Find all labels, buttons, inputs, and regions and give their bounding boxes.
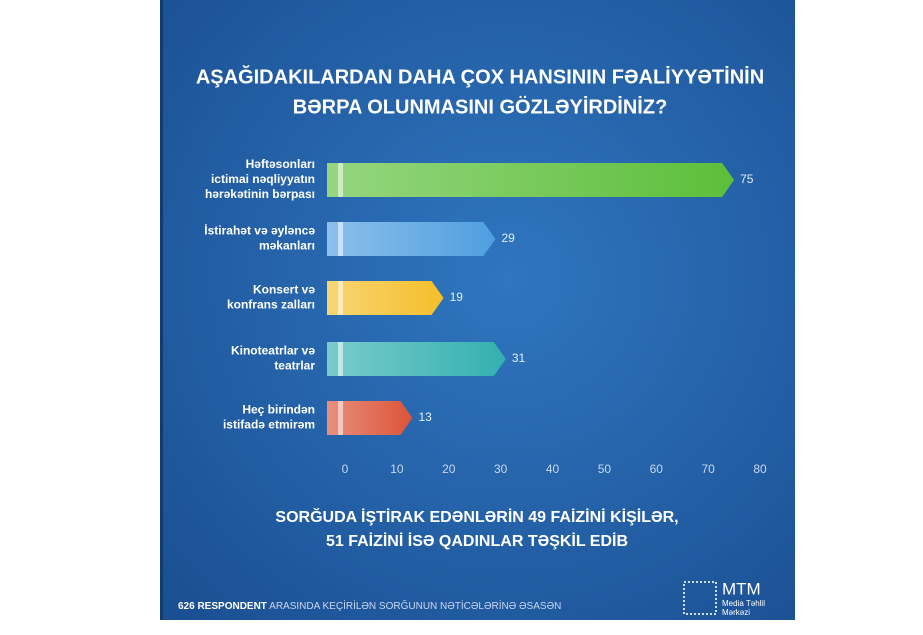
bar-shine (327, 401, 413, 435)
logo: MTM Media Təhlil Mərkəzi (683, 579, 765, 617)
bar-stripe (338, 163, 343, 197)
category-label: İstirahət və əyləncə (204, 223, 315, 238)
category-label: Həftəsonları (246, 157, 315, 171)
x-tick-label: 70 (701, 462, 715, 476)
x-tick-label: 60 (650, 462, 664, 476)
x-tick-label: 50 (598, 462, 612, 476)
value-label: 31 (512, 351, 526, 365)
value-label: 19 (450, 290, 464, 304)
category-label: istifadə etmirəm (223, 418, 315, 432)
value-label: 29 (501, 231, 515, 245)
logo-sub: Mərkəzi (722, 608, 750, 617)
x-tick-label: 20 (442, 462, 456, 476)
category-label: Kinoteatrlar və (231, 344, 315, 358)
category-label: məkanları (259, 239, 315, 253)
bar-stripe (338, 281, 343, 315)
source-bold: 626 RESPONDENT (178, 601, 267, 612)
panel (160, 0, 795, 620)
category-label: Konsert və (253, 283, 315, 297)
bar-shine (327, 281, 444, 315)
chart-title: BƏRPA OLUNMASINI GÖZLƏYİRDİNİZ? (293, 95, 668, 118)
value-label: 13 (418, 410, 432, 424)
bar-stripe (338, 342, 343, 376)
category-label: teatrlar (274, 359, 315, 373)
note: 51 FAİZİNİ İSƏ QADINLAR TƏŞKİL EDİB (326, 532, 628, 550)
x-tick-label: 40 (546, 462, 560, 476)
chart-title: AŞAĞIDAKILARDAN DAHA ÇOX HANSININ FƏALİY… (196, 64, 764, 88)
logo-icon (683, 581, 717, 615)
bar-stripe (338, 401, 343, 435)
x-tick-label: 0 (342, 462, 349, 476)
source-rest: ARASINDA KEÇİRİLƏN SORĞUNUN NƏTİCƏLƏRİNƏ… (269, 599, 561, 612)
category-label: hərəkətinin bərpası (205, 187, 315, 201)
category-label: konfrans zalları (227, 298, 315, 312)
bar-shine (327, 222, 496, 256)
x-tick-label: 80 (753, 462, 767, 476)
logo-text: MTM (722, 579, 761, 598)
x-tick-label: 30 (494, 462, 508, 476)
bar-shine (327, 163, 735, 197)
category-label: Heç birindən (242, 403, 315, 417)
panel-edge (160, 0, 163, 620)
note: SORĞUDA İŞTİRAK EDƏNLƏRİN 49 FAİZİNİ KİŞ… (275, 507, 678, 526)
bar-stripe (338, 222, 343, 256)
bar-shine (327, 342, 506, 376)
category-label: ictimai nəqliyyatın (211, 172, 315, 186)
x-tick-label: 10 (390, 462, 404, 476)
value-label: 75 (740, 172, 754, 186)
logo-sub: Media Təhlil (722, 599, 765, 608)
source: 626 RESPONDENT ARASINDA KEÇİRİLƏN SORĞUN… (178, 599, 561, 612)
